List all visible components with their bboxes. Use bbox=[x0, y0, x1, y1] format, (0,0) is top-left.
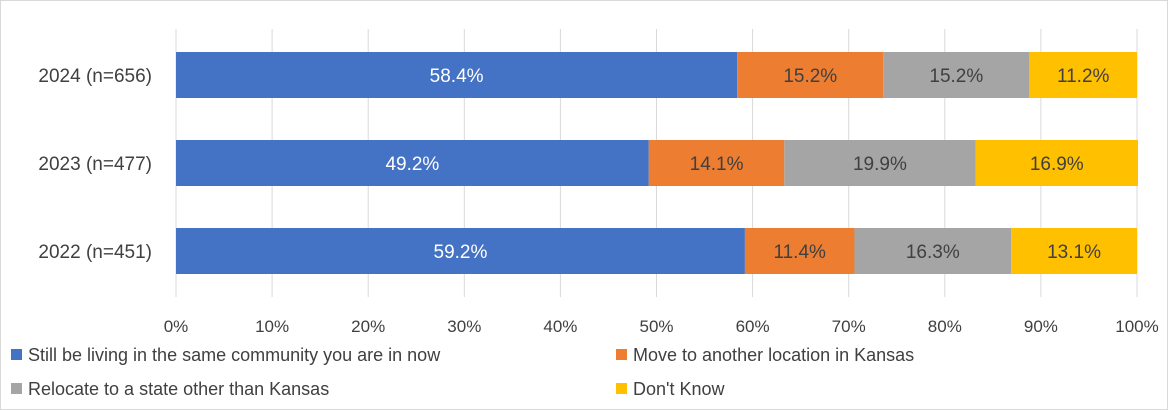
bar-segment bbox=[784, 140, 976, 186]
bar-segment bbox=[1011, 228, 1137, 274]
x-tick-label: 100% bbox=[1115, 317, 1158, 336]
x-tick-label: 60% bbox=[736, 317, 770, 336]
data-label: 11.4% bbox=[773, 242, 826, 263]
category-label: 2023 (n=477) bbox=[38, 154, 152, 175]
x-tick-label: 50% bbox=[639, 317, 673, 336]
bar-segment bbox=[176, 52, 738, 98]
data-label: 49.2% bbox=[385, 154, 439, 175]
data-label: 15.2% bbox=[929, 66, 983, 87]
category-label: 2022 (n=451) bbox=[38, 242, 152, 263]
bar-segment bbox=[975, 140, 1138, 186]
x-tick-label: 20% bbox=[351, 317, 385, 336]
x-tick-label: 10% bbox=[255, 317, 289, 336]
legend-label: Don't Know bbox=[633, 379, 725, 399]
legend-swatch bbox=[616, 349, 627, 360]
category-label: 2024 (n=656) bbox=[38, 66, 152, 87]
legend-swatch bbox=[616, 383, 627, 394]
data-label: 16.9% bbox=[1030, 154, 1084, 175]
x-tick-label: 30% bbox=[447, 317, 481, 336]
legend-swatch bbox=[11, 383, 22, 394]
data-label: 14.1% bbox=[690, 154, 744, 175]
x-tick-label: 80% bbox=[928, 317, 962, 336]
data-label: 58.4% bbox=[430, 66, 484, 87]
x-tick-label: 0% bbox=[164, 317, 189, 336]
bar-segment bbox=[176, 140, 649, 186]
bar-segment bbox=[648, 140, 785, 186]
legend-swatch bbox=[11, 349, 22, 360]
data-label: 59.2% bbox=[434, 242, 488, 263]
bar-segment bbox=[1029, 52, 1137, 98]
x-tick-label: 90% bbox=[1024, 317, 1058, 336]
legend-label: Still be living in the same community yo… bbox=[28, 345, 441, 365]
data-label: 13.1% bbox=[1047, 242, 1101, 263]
data-label: 16.3% bbox=[906, 242, 960, 263]
x-tick-label: 70% bbox=[832, 317, 866, 336]
bar-segment bbox=[176, 228, 745, 274]
data-label: 19.9% bbox=[853, 154, 907, 175]
bar-segment bbox=[854, 228, 1012, 274]
bar-segment bbox=[737, 52, 884, 98]
x-tick-label: 40% bbox=[543, 317, 577, 336]
data-label: 11.2% bbox=[1057, 66, 1110, 87]
legend-label: Relocate to a state other than Kansas bbox=[28, 379, 329, 399]
bar-segment bbox=[744, 228, 855, 274]
data-label: 15.2% bbox=[783, 66, 837, 87]
bar-segment bbox=[883, 52, 1030, 98]
legend-label: Move to another location in Kansas bbox=[633, 345, 914, 365]
